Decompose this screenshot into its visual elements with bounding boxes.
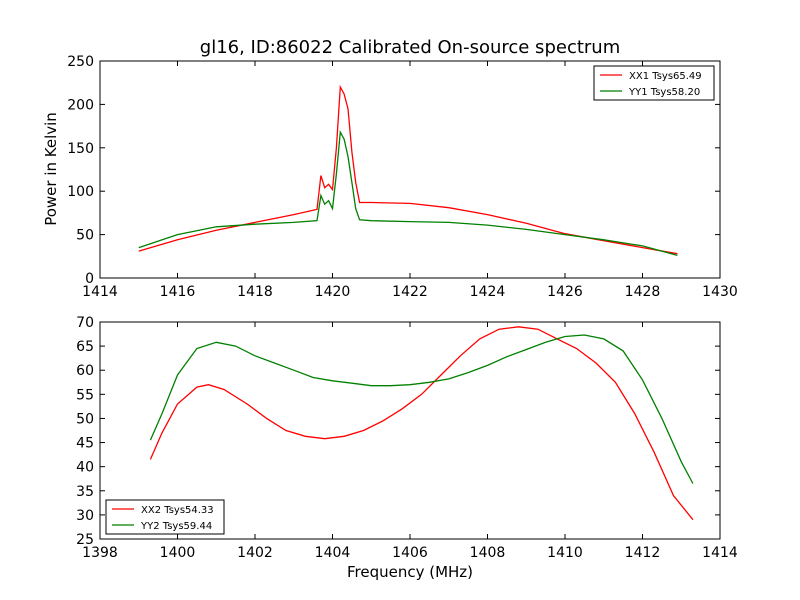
x-axis-label: Frequency (MHz)	[347, 563, 473, 581]
legend-box	[105, 499, 225, 535]
lower-spectrum-chart: Frequency (MHz) 1398 1400 1402 1404 1406 1408…	[76, 315, 738, 581]
legend-entry: XX1 Tsys65.49	[629, 71, 702, 82]
x-tick-label: 1404	[315, 545, 351, 561]
legend-box	[593, 65, 715, 101]
legend-entry: YY1 Tsys58.20	[628, 87, 700, 98]
y-tick-label: 35	[76, 484, 94, 500]
series-line-2	[149, 334, 694, 484]
y-axis-label: Power in Kelvin	[42, 112, 60, 226]
x-tick-label: 1418	[237, 284, 273, 300]
x-tick-label: 1424	[470, 284, 506, 300]
legend: XX1 Tsys65.49 YY1 Tsys58.20	[593, 65, 715, 101]
y-tick-label: 55	[76, 387, 94, 403]
x-tick-label: 1406	[392, 545, 428, 561]
x-tick-label: 1398	[82, 545, 118, 561]
chart-title: gl16, ID:86022 Calibrated On-source spec…	[200, 37, 620, 58]
lower-plot-area: 1398 1400 1402 1404 1406 1408 1410 1412 1414 25 30…	[76, 315, 738, 561]
upper-plot-area: 1414 1416 1418 1420 1422 1424 1426 1428 1430 0 50 1…	[67, 54, 738, 300]
x-tick-label: 1428	[625, 284, 661, 300]
x-tick-label: 1422	[392, 284, 428, 300]
x-tick-label: 1430	[702, 284, 738, 300]
y-tick-label: 100	[67, 184, 94, 200]
y-tick-label: 50	[76, 411, 94, 427]
y-tick-label: 250	[67, 54, 94, 70]
x-tick-label: 1420	[315, 284, 351, 300]
x-tick-label: 1414	[702, 545, 738, 561]
x-tick-label: 1412	[625, 545, 661, 561]
upper-spectrum-chart: gl16, ID:86022 Calibrated On-source spec…	[42, 37, 738, 300]
y-tick-label: 0	[85, 271, 94, 287]
x-tick-label: 1402	[237, 545, 273, 561]
legend-entry: YY2 Tsys59.44	[140, 521, 212, 532]
x-tick-label: 1410	[547, 545, 583, 561]
legend-entry: XX2 Tsys54.33	[141, 505, 214, 516]
series-line-2	[138, 130, 678, 257]
y-tick-label: 150	[67, 141, 94, 157]
y-tick-label: 70	[76, 315, 94, 331]
series-line-1	[138, 84, 678, 255]
y-tick-label: 50	[76, 228, 94, 244]
y-tick-label: 40	[76, 460, 94, 476]
x-tick-label: 1400	[160, 545, 196, 561]
series-line-1	[149, 326, 694, 521]
y-tick-label: 65	[76, 339, 94, 355]
y-tick-label: 30	[76, 508, 94, 524]
y-tick-label: 60	[76, 363, 94, 379]
x-tick-label: 1416	[160, 284, 196, 300]
y-tick-label: 45	[76, 436, 94, 452]
x-tick-label: 1408	[470, 545, 506, 561]
y-tick-label: 25	[76, 532, 94, 548]
legend: XX2 Tsys54.33 YY2 Tsys59.44	[105, 499, 225, 535]
x-tick-label: 1414	[82, 284, 118, 300]
x-tick-label: 1426	[547, 284, 583, 300]
y-tick-label: 200	[67, 97, 94, 113]
